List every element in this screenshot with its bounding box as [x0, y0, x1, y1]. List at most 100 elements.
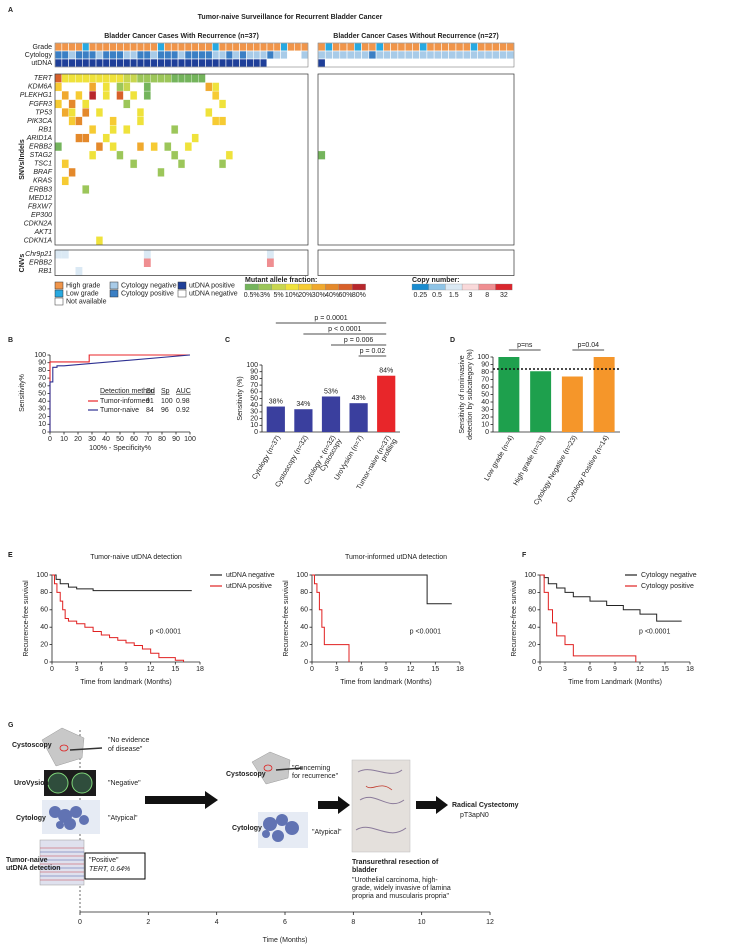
- x-tick-label: Cytology (n=37): [251, 434, 282, 480]
- cnv-cell: [266, 250, 274, 259]
- panel-label: B: [8, 337, 13, 344]
- y-tick-label: 0: [44, 659, 48, 666]
- cytology-cell: [143, 50, 152, 60]
- row-label: Grade: [33, 44, 53, 51]
- mutation-cell: [68, 99, 76, 109]
- y-tick-label: 10: [250, 422, 258, 429]
- legend-value: 0.92: [176, 407, 190, 414]
- mutation-cell: [61, 90, 69, 100]
- x-tick-label: 8: [351, 919, 355, 926]
- utdna-cell: [280, 58, 288, 68]
- x-tick-label: 12: [407, 666, 415, 673]
- cytology-cell: [317, 50, 326, 60]
- gene-label: ERBB3: [29, 186, 52, 193]
- legend-label: Cytology negative: [641, 572, 697, 579]
- y-axis-label: Sensitivity of noninvasive: [459, 355, 466, 433]
- utdna-cell: [239, 58, 247, 68]
- cnv-frame: [54, 249, 309, 276]
- legend-label: utDNA positive: [226, 583, 272, 590]
- cytology-cell: [426, 50, 435, 60]
- mutation-cell: [123, 82, 131, 92]
- grade-cell: [225, 42, 234, 52]
- x-tick-label: 90: [172, 436, 180, 443]
- grade-cell: [383, 42, 391, 52]
- grade-cell: [368, 42, 377, 52]
- significance-label: p = 0.02: [360, 348, 386, 355]
- grade-cell: [433, 42, 442, 52]
- utdna-cell: [273, 58, 281, 68]
- utdna-cell: [123, 58, 131, 68]
- mutation-cell: [68, 108, 76, 117]
- cytology-cell: [123, 50, 131, 60]
- mutation-cell: [61, 108, 69, 117]
- mutation-cell: [191, 73, 199, 83]
- mutation-cell: [54, 73, 62, 83]
- mutation-cell: [218, 159, 227, 169]
- legend-title: Copy number:: [412, 277, 459, 284]
- gene-label: EP300: [31, 212, 52, 219]
- y-tick-label: 60: [481, 384, 489, 391]
- survival-curve: [52, 574, 192, 592]
- value-label: 84%: [379, 368, 393, 375]
- x-tick-label: 20: [74, 436, 82, 443]
- legend-label: Tumor-naive: [100, 407, 139, 414]
- grade-cell: [484, 42, 493, 52]
- mutation-cell: [102, 90, 110, 100]
- grade-cell: [332, 42, 341, 52]
- step-quote: for recurrence": [292, 773, 339, 780]
- utdna-cell: [412, 58, 420, 68]
- x-tick-label: 50: [116, 436, 124, 443]
- y-tick-label: 0: [304, 659, 308, 666]
- y-tick-label: 100: [246, 362, 258, 369]
- cystoscope: [69, 747, 103, 751]
- legend-swatch: [177, 289, 187, 298]
- x-tick-label: 6: [99, 666, 103, 673]
- y-tick-label: 80: [40, 589, 48, 596]
- tissue-texture: [355, 769, 407, 834]
- cytology-cell: [324, 50, 333, 60]
- legend-label: 80%: [352, 292, 366, 299]
- cytology-cell: [506, 50, 515, 60]
- cytology-cell: [68, 50, 76, 60]
- cytology-cell: [499, 50, 508, 60]
- grade-cell: [441, 42, 449, 52]
- grade-cell: [136, 42, 145, 52]
- y-tick-label: 20: [250, 415, 258, 422]
- mutation-frame: [54, 73, 309, 246]
- grade-cell: [390, 42, 399, 52]
- mutation-cell: [317, 150, 326, 160]
- utdna-cell: [205, 58, 213, 68]
- gene-label: ERBB2: [29, 144, 52, 151]
- cytology-cell: [88, 50, 97, 60]
- cytology-cell: [477, 50, 486, 60]
- survival-curve: [312, 574, 452, 605]
- x-tick-label: High grade (n=33): [513, 434, 547, 487]
- mutation-cell: [116, 150, 124, 160]
- mutation-cell: [171, 125, 179, 135]
- utdna-cell: [150, 58, 158, 68]
- grade-cell: [177, 42, 186, 52]
- tumor-outline: [365, 785, 393, 791]
- mutation-cell: [89, 90, 97, 100]
- mutation-frame: [317, 73, 515, 246]
- cytology-cell: [448, 50, 457, 60]
- cytology-cell: [491, 50, 500, 60]
- mutation-cell: [164, 142, 172, 152]
- utdna-cell: [448, 58, 457, 68]
- mutation-cell: [95, 142, 104, 152]
- grade-cell: [95, 42, 104, 52]
- x-tick-label: 9: [613, 666, 617, 673]
- cytology-cell: [273, 50, 281, 60]
- x-tick-label: 18: [456, 666, 464, 673]
- cytology-cell: [412, 50, 420, 60]
- cytology-cell: [484, 50, 493, 60]
- mutation-cell: [184, 142, 192, 152]
- legend-label: 5%: [273, 292, 283, 299]
- utdna-cell: [300, 58, 309, 68]
- grade-cell: [361, 42, 370, 52]
- y-tick-label: 60: [300, 607, 308, 614]
- mutation-cell: [177, 159, 186, 169]
- cytology-cell: [361, 50, 370, 60]
- y-tick-label: 0: [485, 429, 489, 436]
- mutation-cell: [136, 116, 145, 126]
